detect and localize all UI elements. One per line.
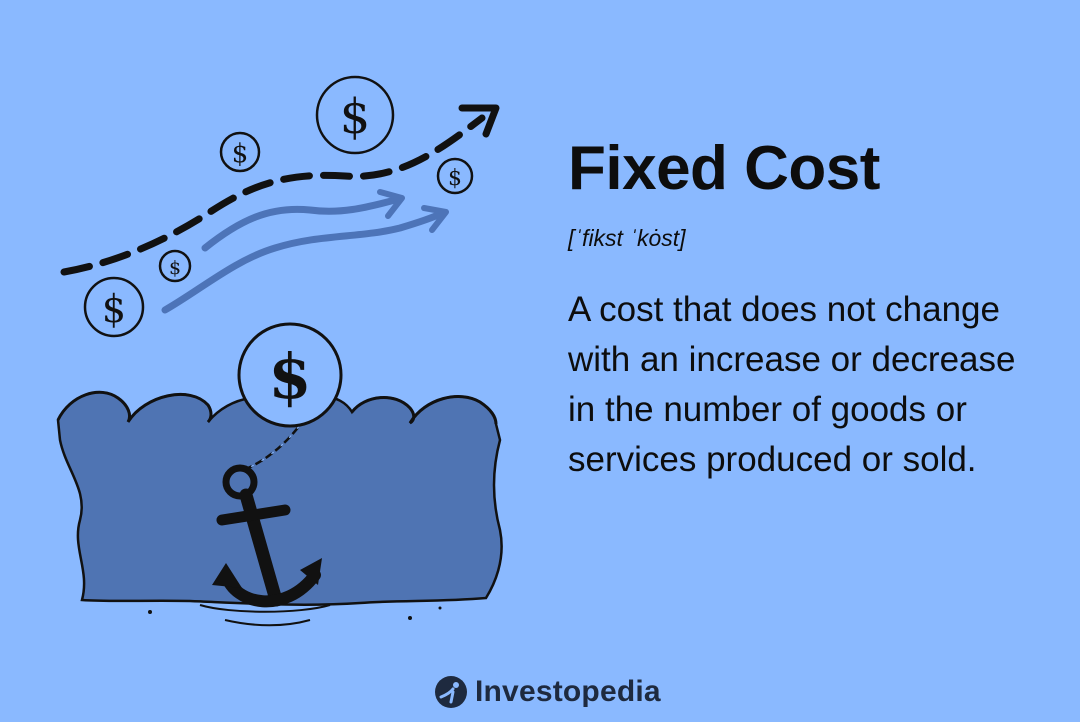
anchor-icon — [212, 464, 322, 608]
arrow-head-icon — [377, 189, 405, 219]
sea-floor-dot — [408, 616, 412, 620]
light-arrow-lower — [161, 210, 444, 314]
definition-text: A cost that does not change with an incr… — [568, 289, 1016, 479]
coin-icon: $ — [219, 131, 261, 173]
sea-floor-dot — [438, 606, 442, 610]
pronunciation: [ˈfikst ˈkȯst] — [568, 225, 686, 252]
brand-name: Investopedia — [475, 675, 661, 708]
investopedia-logo-icon — [435, 676, 467, 708]
svg-text:$: $ — [340, 89, 371, 145]
coin-icon: $ — [436, 157, 474, 195]
coin-icon: $ — [83, 276, 145, 338]
wave-crest-line — [56, 390, 498, 425]
brand-footer: Investopedia — [434, 670, 661, 714]
definition-panel: Fixed Cost [ˈfikst ˈkȯst] A cost that do… — [568, 136, 1068, 485]
coin-icon: $ — [158, 249, 192, 283]
sea-floor-dot — [148, 610, 152, 614]
svg-text:$: $ — [102, 287, 126, 331]
svg-text:$: $ — [448, 166, 462, 191]
light-arrow-upper — [201, 196, 399, 252]
sea-floor-ripple — [224, 619, 311, 627]
rising-dashed-arrow — [60, 114, 486, 276]
svg-text:$: $ — [232, 139, 249, 169]
arrow-head-icon — [421, 205, 449, 233]
sea-floor-ripple — [199, 604, 331, 613]
arrow-head-icon — [458, 104, 500, 138]
fixed-cost-illustration: $ $ $ $ $ $ — [56, 75, 503, 627]
coin-dollar-symbol: $ — [268, 340, 311, 413]
coin-icon: $ — [315, 75, 395, 155]
svg-text:$: $ — [169, 257, 181, 279]
anchored-coin: $ — [237, 322, 343, 428]
chain — [247, 337, 324, 470]
term-title: Fixed Cost — [568, 134, 880, 203]
